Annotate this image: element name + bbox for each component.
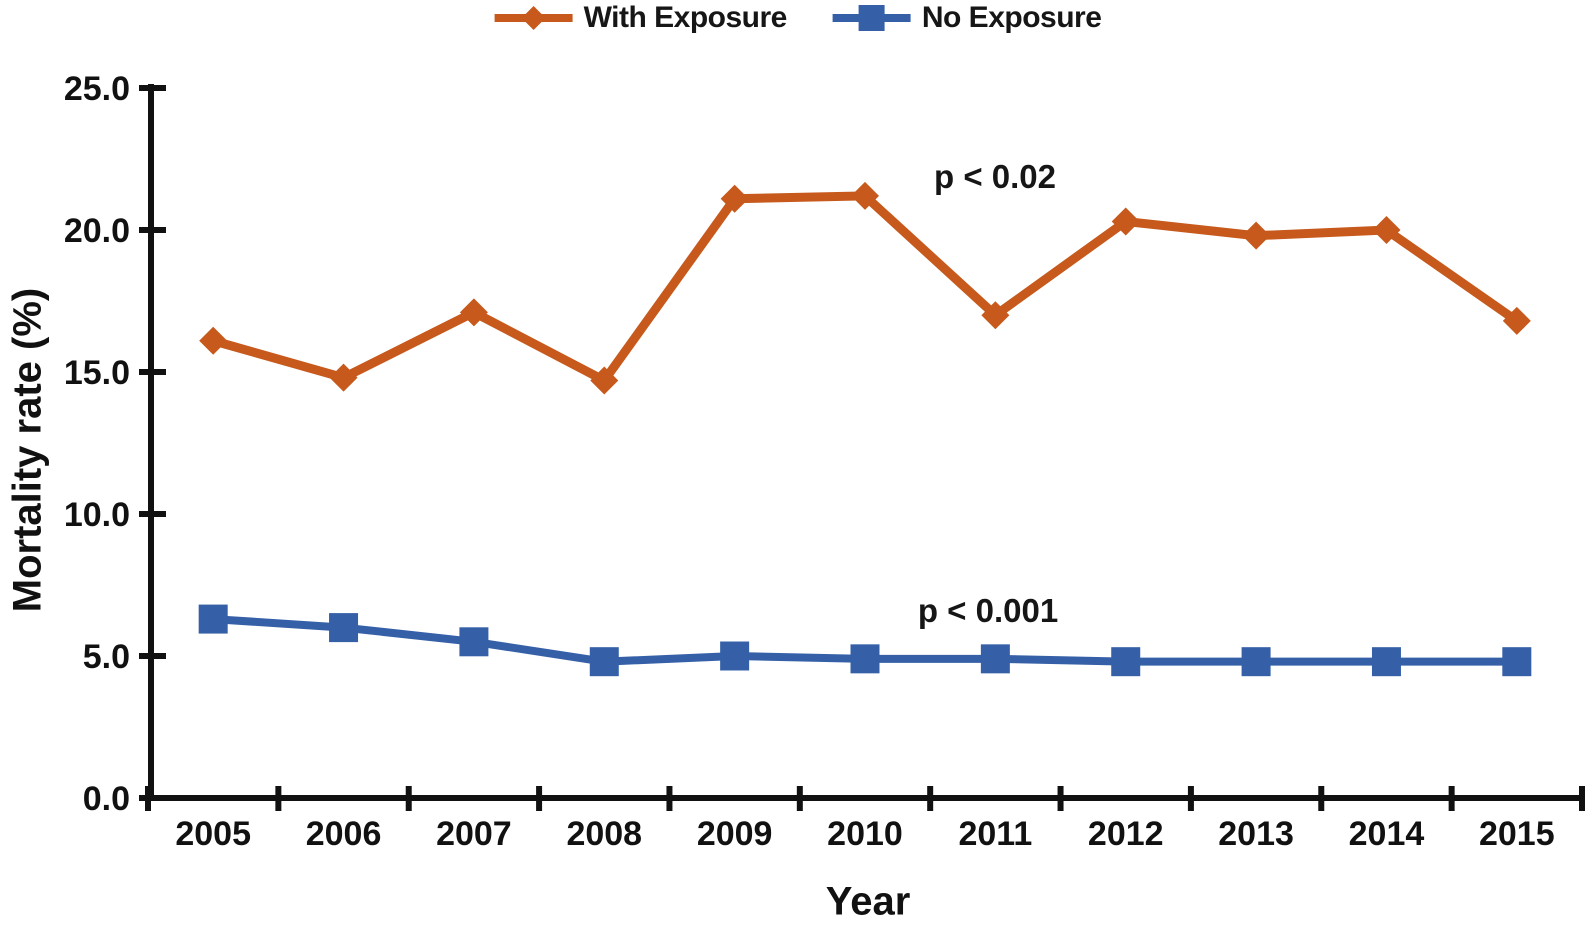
x-tick-label: 2006 [306, 815, 382, 853]
legend-item-no-exposure: No Exposure [829, 1, 1102, 35]
x-tick-label: 2008 [566, 815, 642, 853]
data-point-square [329, 613, 359, 643]
x-tick-label: 2013 [1218, 815, 1294, 853]
x-tick-label: 2012 [1088, 815, 1164, 853]
data-point-diamond [981, 301, 1010, 330]
data-point-square [850, 644, 880, 674]
chart-legend: With Exposure No Exposure [491, 1, 1102, 35]
x-tick-label: 2010 [827, 815, 903, 853]
data-point-square [1241, 647, 1271, 677]
data-point-diamond [1502, 306, 1531, 335]
data-point-diamond [590, 366, 619, 395]
data-point-square [589, 647, 619, 677]
y-tick-label: 0.0 [83, 780, 130, 818]
y-axis-title: Mortality rate (%) [5, 287, 50, 613]
data-point-square [720, 641, 750, 671]
data-point-diamond [329, 363, 358, 392]
data-point-diamond [459, 298, 488, 327]
x-tick-label: 2014 [1349, 815, 1425, 853]
data-point-square [1371, 647, 1401, 677]
y-tick-label: 20.0 [64, 212, 130, 250]
legend-label-with-exposure: With Exposure [583, 1, 788, 34]
x-tick-label: 2005 [175, 815, 251, 853]
data-point-diamond [720, 184, 749, 213]
y-tick-label: 15.0 [64, 354, 130, 392]
data-point-diamond [1372, 216, 1401, 244]
data-point-diamond [1111, 207, 1140, 236]
diamond-marker-icon [494, 6, 573, 30]
data-point-diamond [851, 181, 879, 210]
y-tick-label: 25.0 [64, 70, 130, 108]
data-point-square [459, 627, 489, 657]
x-tick-label: 2009 [697, 815, 773, 853]
y-tick-label: 10.0 [64, 496, 130, 534]
data-point-diamond [1242, 221, 1271, 250]
x-tick-label: 2007 [436, 815, 512, 853]
x-axis-title: Year [825, 879, 911, 924]
y-tick-label: 5.0 [83, 638, 130, 676]
p-value-annotation-with-exposure: p < 0.02 [934, 158, 1056, 195]
series-line-with-exposure [211, 191, 1520, 387]
legend-label-no-exposure: No Exposure [921, 1, 1102, 34]
x-tick-label: 2011 [958, 815, 1032, 853]
data-point-diamond [199, 326, 228, 355]
data-point-square [1111, 647, 1141, 677]
x-tick-label: 2015 [1479, 815, 1555, 853]
data-point-square [198, 604, 228, 634]
p-value-annotation-no-exposure: p < 0.001 [917, 592, 1059, 629]
data-point-square [980, 644, 1010, 674]
data-point-square [1502, 647, 1532, 677]
legend-item-with-exposure: With Exposure [491, 1, 787, 35]
square-marker-icon [832, 5, 911, 31]
